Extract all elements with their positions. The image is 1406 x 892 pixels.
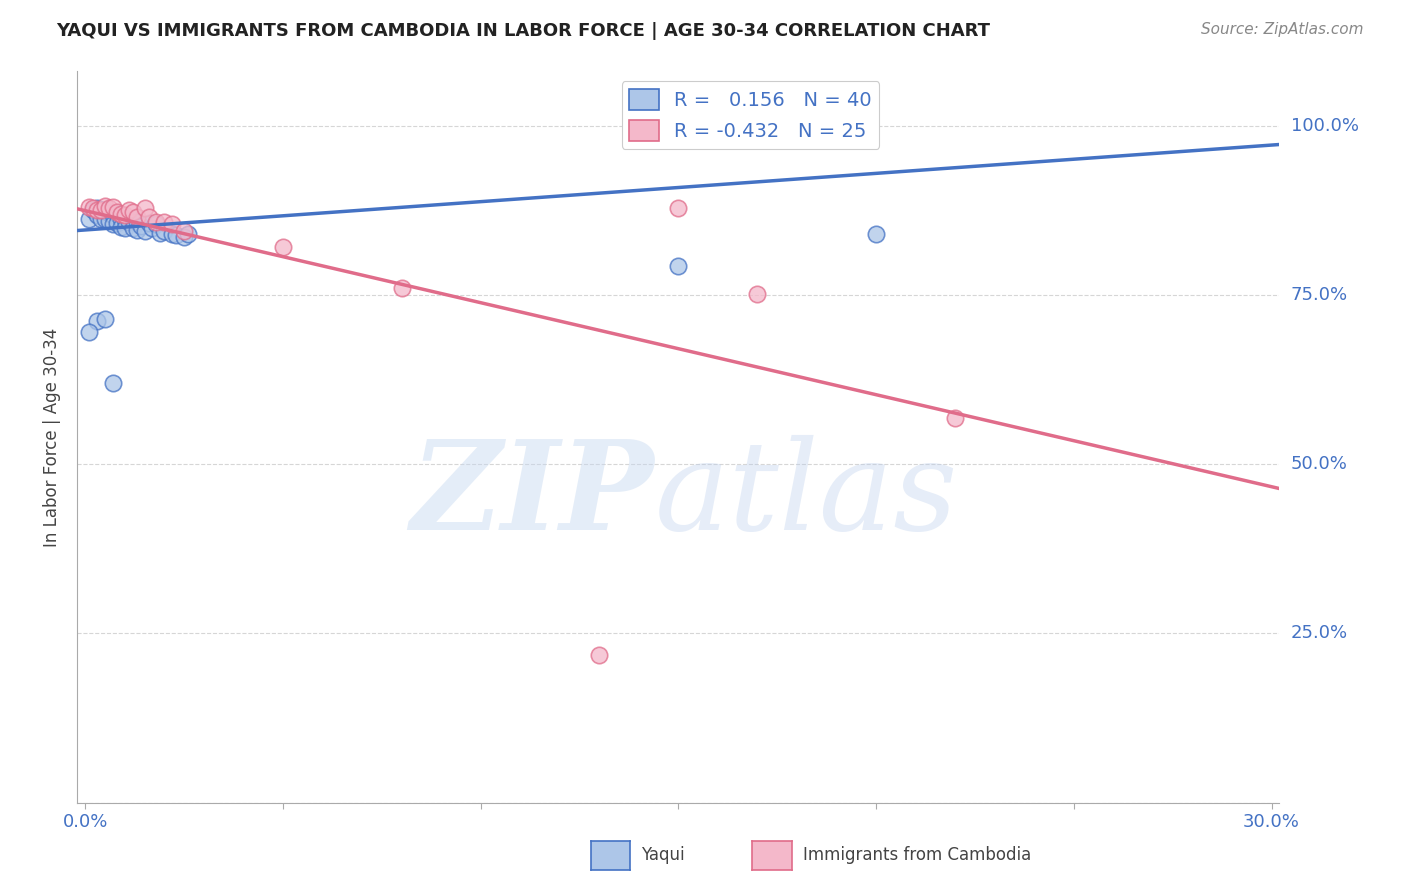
Point — [747, 286, 769, 301]
Text: 100.0%: 100.0% — [1291, 117, 1358, 135]
Point — [77, 212, 100, 227]
Point — [149, 226, 172, 240]
Point — [101, 208, 124, 222]
Point — [86, 203, 108, 218]
Point — [162, 217, 183, 231]
Point — [145, 217, 167, 231]
Point — [125, 215, 148, 229]
Point — [943, 411, 966, 425]
Point — [98, 201, 120, 215]
Point — [110, 220, 132, 235]
Text: atlas: atlas — [654, 434, 957, 557]
Text: 25.0%: 25.0% — [1291, 624, 1348, 642]
Point — [98, 214, 120, 228]
Point — [86, 313, 108, 327]
Text: Yaqui: Yaqui — [641, 847, 685, 864]
Text: Source: ZipAtlas.com: Source: ZipAtlas.com — [1201, 22, 1364, 37]
Point — [118, 203, 141, 218]
Point — [105, 207, 128, 221]
Point — [90, 203, 112, 218]
Point — [105, 216, 128, 230]
Point — [141, 221, 163, 235]
Point — [121, 212, 143, 227]
Point — [173, 230, 195, 244]
Text: ZIP: ZIP — [411, 434, 654, 557]
Point — [77, 325, 100, 339]
Point — [391, 281, 413, 295]
Text: 75.0%: 75.0% — [1291, 285, 1348, 304]
Point — [173, 223, 195, 237]
Point — [86, 208, 108, 222]
Point — [134, 223, 156, 237]
Point — [177, 227, 200, 241]
Legend: R =   0.156   N = 40, R = -0.432   N = 25: R = 0.156 N = 40, R = -0.432 N = 25 — [621, 81, 880, 149]
Point — [94, 203, 117, 218]
Point — [865, 227, 887, 241]
Point — [101, 200, 124, 214]
Point — [588, 648, 610, 662]
Point — [162, 227, 183, 241]
Point — [145, 215, 167, 229]
Point — [90, 203, 112, 218]
Point — [121, 221, 143, 235]
Text: Immigrants from Cambodia: Immigrants from Cambodia — [803, 847, 1031, 864]
Point — [110, 206, 132, 220]
Point — [165, 228, 187, 243]
Point — [125, 210, 148, 224]
Point — [118, 215, 141, 229]
Text: YAQUI VS IMMIGRANTS FROM CAMBODIA IN LABOR FORCE | AGE 30-34 CORRELATION CHART: YAQUI VS IMMIGRANTS FROM CAMBODIA IN LAB… — [56, 22, 990, 40]
Point — [90, 212, 112, 227]
Point — [105, 205, 128, 219]
Point — [86, 201, 108, 215]
Point — [134, 201, 156, 215]
Point — [125, 223, 148, 237]
Point — [114, 213, 136, 227]
Point — [138, 210, 160, 224]
Point — [101, 217, 124, 231]
Point — [82, 203, 104, 218]
Point — [110, 212, 132, 227]
Point — [121, 205, 143, 219]
Point — [153, 215, 176, 229]
Point — [77, 200, 100, 214]
Point — [666, 260, 689, 274]
Point — [138, 216, 160, 230]
Point — [94, 212, 117, 227]
Text: 50.0%: 50.0% — [1291, 455, 1347, 473]
Point — [82, 201, 104, 215]
Point — [94, 311, 117, 326]
Point — [153, 223, 176, 237]
Point — [129, 219, 152, 233]
Point — [666, 201, 689, 215]
Point — [94, 199, 117, 213]
Y-axis label: In Labor Force | Age 30-34: In Labor Force | Age 30-34 — [44, 327, 62, 547]
Point — [98, 206, 120, 220]
Point — [271, 240, 294, 254]
Point — [114, 208, 136, 222]
Point — [101, 376, 124, 390]
Point — [114, 221, 136, 235]
